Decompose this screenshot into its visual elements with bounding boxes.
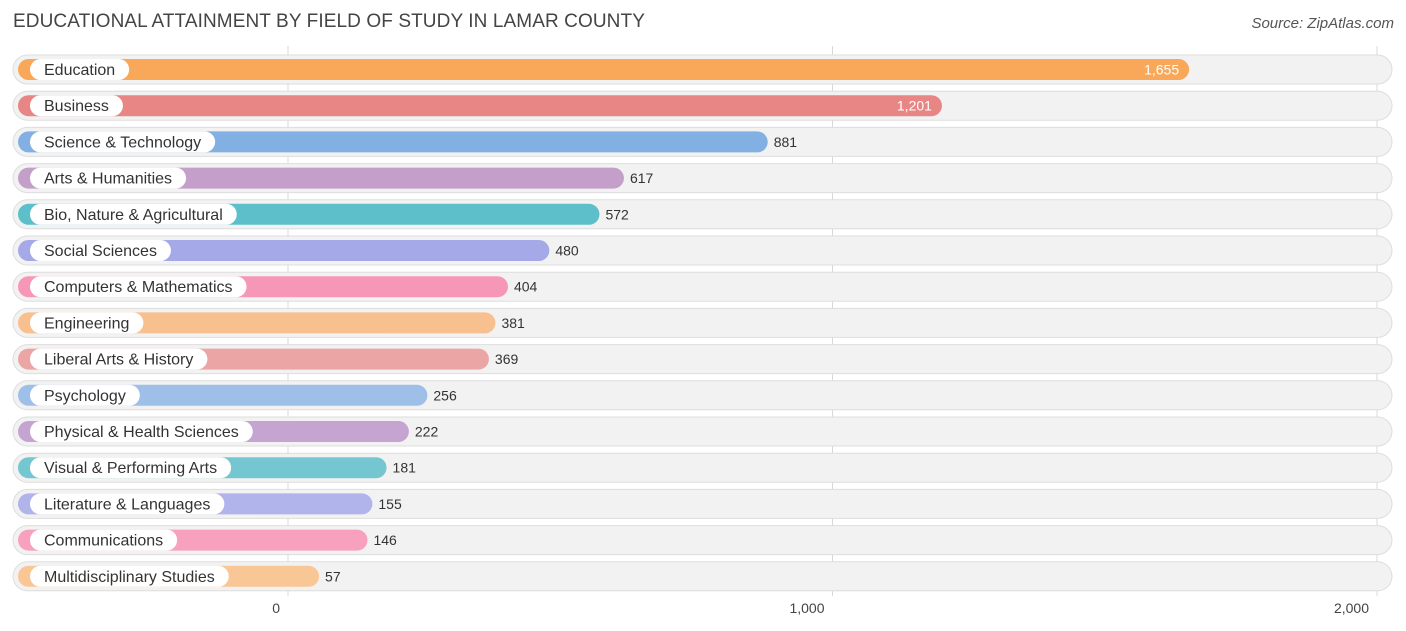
category-label: Literature & Languages — [44, 496, 210, 513]
category-label: Engineering — [44, 315, 129, 332]
category-label: Business — [44, 98, 109, 115]
value-label: 181 — [393, 460, 417, 476]
category-label: Multidisciplinary Studies — [44, 569, 215, 586]
category-label: Liberal Arts & History — [44, 352, 193, 369]
bar-row: Science & Technology — [12, 126, 1393, 157]
value-label: 1,655 — [1144, 62, 1179, 78]
label-pill — [30, 203, 237, 225]
category-label: Social Sciences — [44, 243, 157, 260]
source-note: Source: ZipAtlas.com — [1251, 15, 1394, 32]
category-label: Psychology — [44, 388, 126, 405]
value-label: 572 — [605, 206, 629, 222]
category-label: Communications — [44, 533, 163, 550]
bar-row: Education — [12, 54, 1393, 85]
bar-row: Arts & Humanities — [12, 163, 1393, 194]
label-pill — [30, 240, 171, 261]
label-pill — [30, 131, 216, 153]
value-label: 881 — [774, 134, 798, 150]
chart-title: EDUCATIONAL ATTAINMENT BY FIELD OF STUDY… — [13, 11, 645, 32]
bar-row: Business — [12, 90, 1393, 121]
label-pill — [30, 276, 247, 298]
category-label: Science & Technology — [44, 134, 201, 151]
bar — [18, 59, 1190, 80]
bar-row: Computers & Mathematics — [12, 271, 1393, 302]
bar-row: Physical & Health Sciences — [12, 416, 1393, 447]
value-label: 404 — [514, 279, 538, 295]
value-label: 57 — [325, 568, 341, 584]
x-tick-label: 1,000 — [789, 600, 824, 616]
label-pill — [30, 493, 225, 515]
label-pill — [30, 312, 144, 334]
value-label: 146 — [373, 532, 397, 548]
bar-row: Bio, Nature & Agricultural — [12, 199, 1393, 230]
value-label: 617 — [630, 170, 654, 186]
label-pill — [30, 565, 229, 587]
category-label: Bio, Nature & Agricultural — [44, 207, 223, 224]
value-label: 381 — [501, 315, 525, 331]
row-track — [12, 561, 1393, 592]
label-pill — [30, 529, 178, 551]
category-label: Education — [44, 62, 115, 79]
bar-row: Communications — [12, 525, 1393, 556]
category-label: Physical & Health Sciences — [44, 424, 239, 441]
label-pill — [30, 59, 130, 80]
bar-row: Engineering — [12, 307, 1393, 338]
value-label: 369 — [495, 351, 519, 367]
category-label: Visual & Performing Arts — [44, 460, 217, 477]
label-pill — [30, 421, 253, 442]
bar-row: Social Sciences — [12, 235, 1393, 266]
value-label: 256 — [433, 387, 457, 403]
category-label: Arts & Humanities — [44, 171, 172, 188]
bar — [18, 95, 942, 117]
x-tick-label: 2,000 — [1334, 600, 1369, 616]
bar-row: Multidisciplinary Studies — [12, 561, 1393, 592]
category-label: Computers & Mathematics — [44, 279, 233, 296]
bar-row: Psychology — [12, 380, 1393, 411]
bar-row: Visual & Performing Arts — [12, 452, 1393, 483]
bar-row: Liberal Arts & History — [12, 344, 1393, 375]
value-label: 480 — [555, 243, 579, 259]
label-pill — [30, 167, 187, 189]
x-tick-label: 0 — [272, 600, 280, 616]
value-label: 155 — [378, 496, 402, 512]
value-label: 222 — [415, 424, 439, 440]
bar-row: Literature & Languages — [12, 488, 1393, 519]
label-pill — [30, 384, 140, 406]
label-pill — [30, 457, 232, 479]
label-pill — [30, 348, 208, 370]
value-label: 1,201 — [897, 98, 932, 114]
label-pill — [30, 95, 123, 117]
